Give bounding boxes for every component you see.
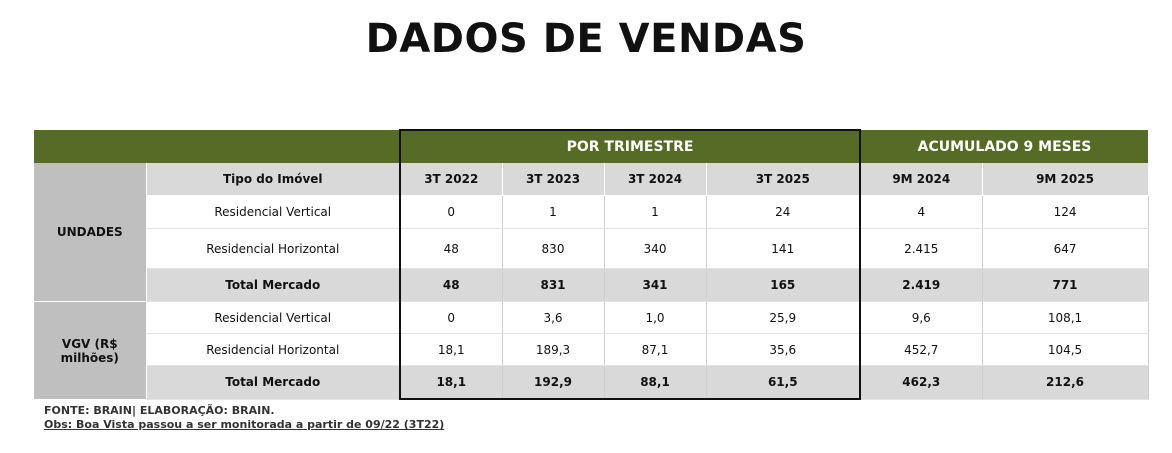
table-cell: 192,9 [502, 365, 605, 400]
column-header-3t-2024: 3T 2024 [604, 163, 707, 196]
total-row: Total Mercado 18,1 192,9 88,1 61,5 462,3… [34, 365, 1149, 400]
table-cell: 189,3 [502, 333, 605, 366]
table-cell: 462,3 [860, 365, 983, 400]
table-row: Residencial Vertical 0 1 1 24 4 124 [34, 195, 1149, 229]
table-cell: 48 [399, 268, 503, 302]
row-label: Residencial Horizontal [146, 228, 400, 269]
table-cell: 341 [604, 268, 707, 302]
sales-table: POR TRIMESTRE ACUMULADO 9 MESES UNDADES … [34, 129, 1149, 400]
column-header-row: UNDADES Tipo do Imóvel 3T 2022 3T 2023 3… [34, 163, 1149, 302]
group-header-blank [34, 130, 400, 163]
table-cell: 1 [502, 195, 605, 229]
table-row: Residencial Horizontal 18,1 189,3 87,1 3… [34, 333, 1149, 366]
table-cell: 25,9 [706, 301, 862, 334]
table-cell: 108,1 [982, 301, 1149, 334]
table-row: VGV (R$ milhões) Residencial Vertical 0 … [34, 301, 1149, 399]
source-note: FONTE: BRAIN| ELABORAÇÃO: BRAIN. [44, 404, 275, 417]
table-cell: 48 [399, 228, 503, 269]
table-cell: 340 [604, 228, 707, 269]
table-cell: 2.419 [860, 268, 983, 302]
group-header-row: POR TRIMESTRE ACUMULADO 9 MESES [34, 129, 1149, 163]
table-cell: 1,0 [604, 301, 707, 334]
row-label: Residencial Vertical [146, 195, 400, 229]
table-cell: 18,1 [399, 333, 503, 366]
table-cell: 141 [706, 228, 862, 269]
row-label: Total Mercado [146, 365, 400, 400]
row-label: Residencial Horizontal [146, 333, 400, 366]
column-header-tipo: Tipo do Imóvel [146, 163, 400, 196]
table-cell: 771 [982, 268, 1149, 302]
table-cell: 831 [502, 268, 605, 302]
table-cell: 4 [860, 195, 983, 229]
section-label-vgv: VGV (R$ milhões) [34, 301, 147, 399]
row-label: Residencial Vertical [146, 301, 400, 334]
column-header-3t-2025: 3T 2025 [706, 163, 862, 196]
section-label-unidades: UNDADES [34, 163, 147, 302]
table-cell: 18,1 [399, 365, 503, 400]
table-cell: 1 [604, 195, 707, 229]
table-cell: 87,1 [604, 333, 707, 366]
column-header-9m-2024: 9M 2024 [860, 163, 983, 196]
table-cell: 35,6 [706, 333, 862, 366]
page-title: DADOS DE VENDAS [365, 16, 807, 62]
footer: FONTE: BRAIN| ELABORAÇÃO: BRAIN. Obs: Bo… [44, 404, 444, 432]
table-cell: 165 [706, 268, 862, 302]
table-cell: 104,5 [982, 333, 1149, 366]
table-cell: 88,1 [604, 365, 707, 400]
table-cell: 3,6 [502, 301, 605, 334]
table-cell: 124 [982, 195, 1149, 229]
table-cell: 830 [502, 228, 605, 269]
table-cell: 9,6 [860, 301, 983, 334]
table-cell: 24 [706, 195, 862, 229]
row-label: Total Mercado [146, 268, 400, 302]
total-row: Total Mercado 48 831 341 165 2.419 771 [34, 268, 1149, 302]
table-cell: 2.415 [860, 228, 983, 269]
table-cell: 647 [982, 228, 1149, 269]
group-header-acumulado: ACUMULADO 9 MESES [860, 130, 1149, 163]
column-header-9m-2025: 9M 2025 [982, 163, 1149, 196]
column-header-3t-2023: 3T 2023 [502, 163, 605, 196]
table-row: Residencial Horizontal 48 830 340 141 2.… [34, 228, 1149, 269]
table-cell: 61,5 [706, 365, 862, 400]
table-cell: 212,6 [982, 365, 1149, 400]
group-header-por-trimestre: POR TRIMESTRE [398, 129, 862, 163]
column-header-3t-2022: 3T 2022 [399, 163, 503, 196]
observation-note: Obs: Boa Vista passou a ser monitorada a… [44, 418, 445, 431]
table-cell: 452,7 [860, 333, 983, 366]
table-cell: 0 [399, 301, 503, 334]
table-cell: 0 [399, 195, 503, 229]
